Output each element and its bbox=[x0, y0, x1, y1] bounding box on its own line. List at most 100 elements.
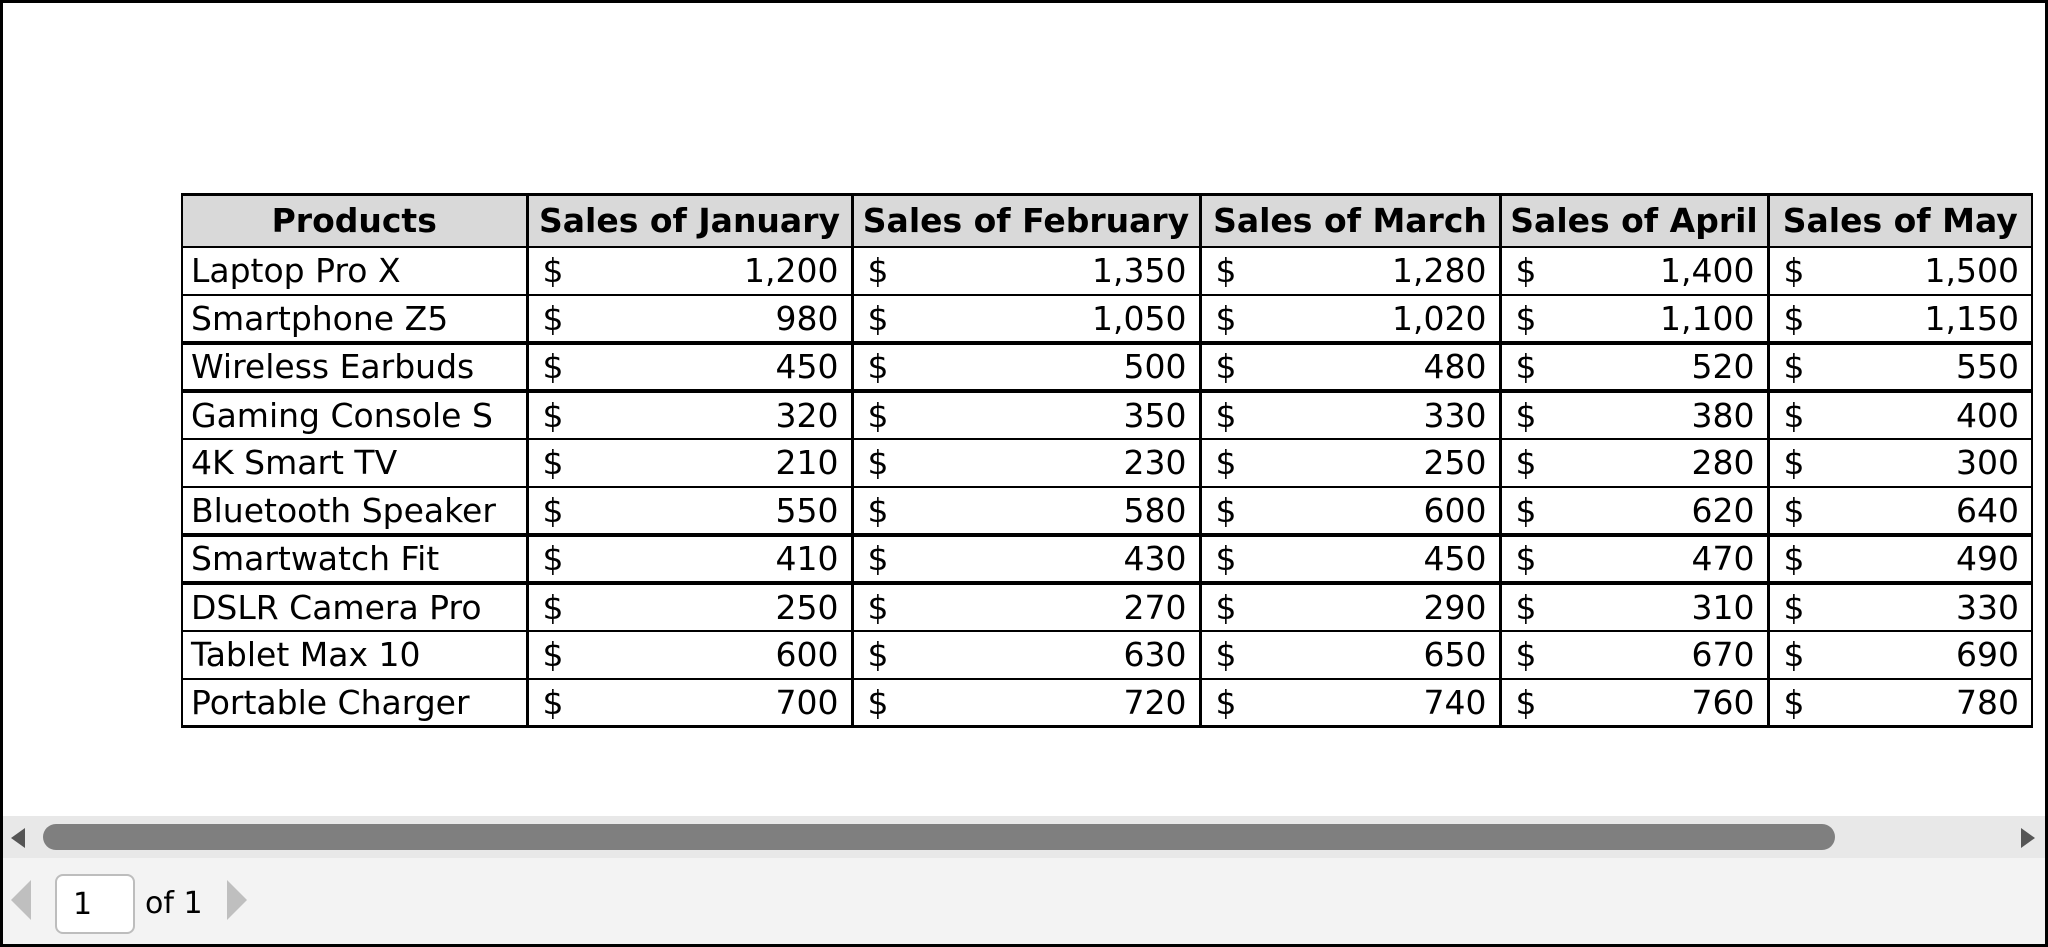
currency-symbol: $ bbox=[1515, 298, 1537, 338]
sales-value: 290 bbox=[1423, 587, 1487, 627]
currency-symbol: $ bbox=[1215, 251, 1237, 290]
previous-page-icon[interactable] bbox=[11, 880, 31, 920]
sales-cell: $270 bbox=[850, 580, 1201, 632]
currency-symbol: $ bbox=[1215, 443, 1237, 482]
table-row: Wireless Earbuds $450 $500 $480 $520 $550 bbox=[181, 340, 2033, 392]
sales-value: 330 bbox=[1423, 395, 1487, 435]
currency-symbol: $ bbox=[1783, 682, 1805, 722]
sales-value: 380 bbox=[1691, 395, 1755, 435]
header-cell: Sales of March bbox=[1198, 193, 1501, 248]
sales-value: 300 bbox=[1956, 443, 2019, 482]
product-cell: Smartphone Z5 bbox=[181, 293, 528, 344]
sales-value: 720 bbox=[1123, 682, 1187, 722]
sales-cell: $400 bbox=[1766, 388, 2033, 440]
currency-symbol: $ bbox=[1783, 251, 1805, 290]
currency-symbol: $ bbox=[867, 347, 889, 386]
scrollbar-thumb[interactable] bbox=[43, 824, 1835, 850]
header-cell: Sales of January bbox=[525, 193, 853, 248]
sales-cell: $500 bbox=[850, 340, 1201, 392]
sales-value: 980 bbox=[775, 298, 839, 338]
horizontal-scrollbar[interactable] bbox=[3, 816, 2045, 858]
currency-symbol: $ bbox=[1215, 587, 1237, 627]
sales-value: 350 bbox=[1123, 395, 1187, 435]
sales-cell: $1,050 bbox=[850, 293, 1201, 344]
sales-value: 580 bbox=[1123, 490, 1187, 530]
table-row: DSLR Camera Pro $250 $270 $290 $310 $330 bbox=[181, 580, 2033, 632]
sales-cell: $250 bbox=[525, 580, 853, 632]
sales-value: 210 bbox=[775, 443, 839, 482]
sales-value: 1,350 bbox=[1092, 251, 1187, 290]
sales-cell: $760 bbox=[1498, 677, 1769, 728]
sales-value: 1,050 bbox=[1092, 298, 1187, 338]
sales-value: 1,020 bbox=[1392, 298, 1487, 338]
currency-symbol: $ bbox=[1215, 539, 1237, 578]
sales-cell: $1,280 bbox=[1198, 245, 1501, 296]
currency-symbol: $ bbox=[867, 682, 889, 722]
sales-value: 640 bbox=[1956, 490, 2019, 530]
currency-symbol: $ bbox=[867, 395, 889, 435]
sales-value: 650 bbox=[1423, 635, 1487, 674]
product-cell: Laptop Pro X bbox=[181, 245, 528, 296]
table-row: Laptop Pro X $1,200 $1,350 $1,280 $1,400 $1,5… bbox=[181, 245, 2033, 296]
currency-symbol: $ bbox=[1215, 347, 1237, 386]
sales-value: 1,150 bbox=[1924, 298, 2019, 338]
sales-value: 450 bbox=[1423, 539, 1487, 578]
sales-value: 600 bbox=[1423, 490, 1487, 530]
sales-cell: $520 bbox=[1498, 340, 1769, 392]
sales-value: 600 bbox=[775, 635, 839, 674]
currency-symbol: $ bbox=[1215, 490, 1237, 530]
sales-cell: $650 bbox=[1198, 629, 1501, 680]
product-cell: Tablet Max 10 bbox=[181, 629, 528, 680]
sales-value: 250 bbox=[1423, 443, 1487, 482]
sales-value: 410 bbox=[775, 539, 839, 578]
currency-symbol: $ bbox=[1515, 682, 1537, 722]
table-row: Tablet Max 10 $600 $630 $650 $670 $690 bbox=[181, 629, 2033, 680]
currency-symbol: $ bbox=[542, 347, 564, 386]
sales-cell: $480 bbox=[1198, 340, 1501, 392]
currency-symbol: $ bbox=[1515, 443, 1537, 482]
currency-symbol: $ bbox=[1515, 490, 1537, 530]
table-row: Portable Charger $700 $720 $740 $760 $780 bbox=[181, 677, 2033, 728]
currency-symbol: $ bbox=[1783, 347, 1805, 386]
sales-cell: $470 bbox=[1498, 532, 1769, 584]
currency-symbol: $ bbox=[867, 490, 889, 530]
sales-cell: $430 bbox=[850, 532, 1201, 584]
sales-cell: $550 bbox=[1766, 340, 2033, 392]
sales-value: 630 bbox=[1123, 635, 1187, 674]
page-number-input[interactable] bbox=[55, 874, 135, 934]
sales-value: 670 bbox=[1691, 635, 1755, 674]
sales-cell: $600 bbox=[1198, 485, 1501, 536]
sales-value: 450 bbox=[775, 347, 839, 386]
sales-cell: $310 bbox=[1498, 580, 1769, 632]
sales-value: 470 bbox=[1691, 539, 1755, 578]
currency-symbol: $ bbox=[867, 298, 889, 338]
sales-value: 550 bbox=[775, 490, 839, 530]
sales-cell: $740 bbox=[1198, 677, 1501, 728]
scroll-left-icon[interactable] bbox=[11, 828, 25, 848]
sales-cell: $620 bbox=[1498, 485, 1769, 536]
product-cell: Bluetooth Speaker bbox=[181, 485, 528, 536]
currency-symbol: $ bbox=[542, 298, 564, 338]
sales-cell: $600 bbox=[525, 629, 853, 680]
next-page-icon[interactable] bbox=[227, 880, 247, 920]
currency-symbol: $ bbox=[1783, 298, 1805, 338]
header-cell: Products bbox=[181, 193, 528, 248]
currency-symbol: $ bbox=[1783, 587, 1805, 627]
currency-symbol: $ bbox=[867, 539, 889, 578]
sales-cell: $780 bbox=[1766, 677, 2033, 728]
currency-symbol: $ bbox=[542, 251, 564, 290]
table-row: Smartwatch Fit $410 $430 $450 $470 $490 bbox=[181, 532, 2033, 584]
sales-value: 280 bbox=[1691, 443, 1755, 482]
currency-symbol: $ bbox=[867, 635, 889, 674]
sales-cell: $450 bbox=[1198, 532, 1501, 584]
sales-cell: $330 bbox=[1198, 388, 1501, 440]
sales-cell: $550 bbox=[525, 485, 853, 536]
currency-symbol: $ bbox=[542, 443, 564, 482]
currency-symbol: $ bbox=[542, 635, 564, 674]
sales-cell: $490 bbox=[1766, 532, 2033, 584]
currency-symbol: $ bbox=[1515, 251, 1537, 290]
sales-value: 1,280 bbox=[1392, 251, 1487, 290]
sales-cell: $630 bbox=[850, 629, 1201, 680]
scroll-right-icon[interactable] bbox=[2021, 828, 2035, 848]
product-cell: Gaming Console S bbox=[181, 388, 528, 440]
